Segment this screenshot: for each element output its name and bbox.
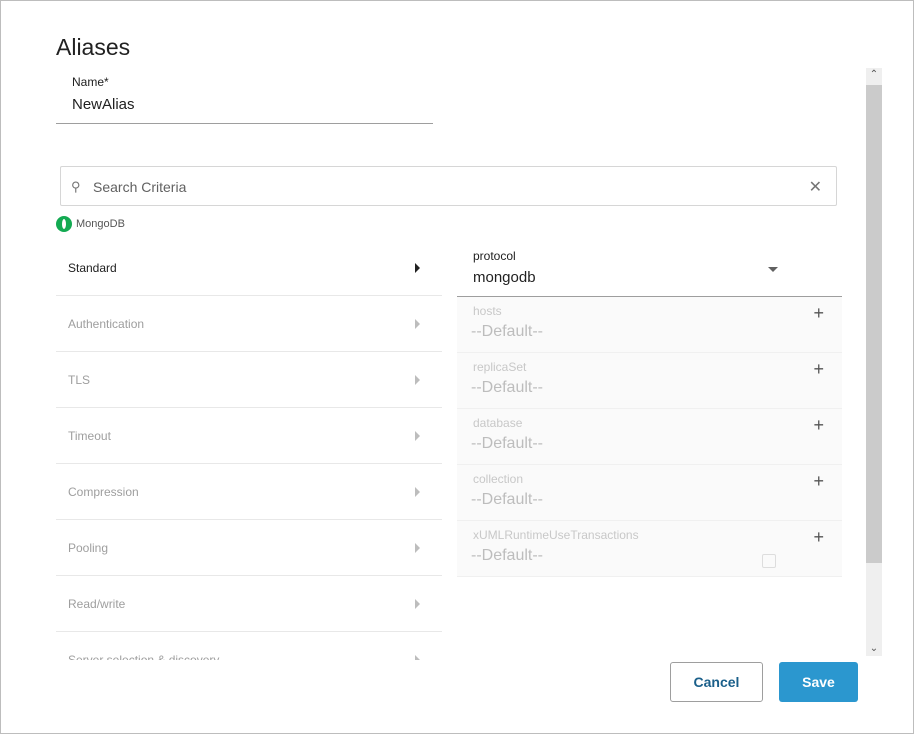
cancel-button[interactable]: Cancel (670, 662, 763, 702)
category-item[interactable]: Server selection & discovery (56, 632, 442, 660)
property-field: xUMLRuntimeUseTransactions --Default-- + (457, 521, 842, 577)
add-icon[interactable]: + (813, 471, 824, 491)
field-value[interactable]: --Default-- (471, 323, 544, 340)
chevron-right-icon (415, 262, 420, 273)
category-list: Standard Authentication TLS Timeout Compress… (56, 240, 442, 660)
property-field: database --Default-- + (457, 409, 842, 465)
name-label: Name* (72, 75, 109, 89)
property-field: replicaSet --Default-- + (457, 353, 842, 409)
chevron-right-icon (415, 598, 420, 609)
add-icon[interactable]: + (813, 415, 824, 435)
category-item[interactable]: Read/write (56, 576, 442, 632)
field-label: database (473, 416, 523, 430)
chevron-right-icon (415, 542, 420, 553)
category-item[interactable]: TLS (56, 352, 442, 408)
category-label: TLS (68, 372, 91, 387)
add-icon[interactable]: + (813, 359, 824, 379)
field-value[interactable]: --Default-- (471, 547, 544, 564)
search-icon: ⚲ (71, 179, 81, 194)
source-label: MongoDB (56, 216, 125, 232)
category-label: Server selection & discovery (68, 652, 220, 661)
field-value[interactable]: --Default-- (471, 491, 544, 508)
field-value[interactable]: --Default-- (471, 435, 544, 452)
category-label: Compression (68, 484, 139, 499)
field-value[interactable]: --Default-- (471, 379, 544, 396)
scroll-up-icon[interactable]: ⌃ (869, 69, 879, 80)
category-label: Timeout (68, 428, 111, 443)
category-item[interactable]: Authentication (56, 296, 442, 352)
field-label: replicaSet (473, 360, 527, 374)
add-icon[interactable]: + (813, 527, 824, 547)
scrollbar[interactable]: ⌃ ⌄ (866, 68, 882, 656)
field-label: collection (473, 472, 524, 486)
category-label: Pooling (68, 540, 109, 555)
category-item[interactable]: Timeout (56, 408, 442, 464)
scroll-down-icon[interactable]: ⌄ (869, 643, 879, 654)
field-label: hosts (473, 304, 502, 318)
chevron-right-icon (415, 374, 420, 385)
category-item[interactable]: Pooling (56, 520, 442, 576)
property-panel: protocol mongodb hosts --Default-- + replic… (457, 240, 842, 577)
source-name: MongoDB (76, 218, 125, 230)
scrollbar-thumb[interactable] (866, 85, 882, 563)
name-input[interactable]: NewAlias (72, 96, 135, 113)
category-label: Standard (68, 260, 117, 275)
protocol-select[interactable]: protocol mongodb (457, 240, 842, 297)
dialog-title: Aliases (56, 34, 131, 60)
category-item[interactable]: Compression (56, 464, 442, 520)
chevron-right-icon (415, 486, 420, 497)
save-button[interactable]: Save (779, 662, 858, 702)
scroll-content: ⚲ Search Criteria ✕ MongoDB Standard Auth… (0, 140, 866, 660)
category-item[interactable]: Standard (56, 240, 442, 296)
category-label: Read/write (68, 596, 126, 611)
property-field: collection --Default-- + (457, 465, 842, 521)
chevron-right-icon (415, 318, 420, 329)
field-label: xUMLRuntimeUseTransactions (473, 528, 639, 542)
property-field: hosts --Default-- + (457, 297, 842, 353)
protocol-value: mongodb (473, 269, 536, 286)
checkbox[interactable] (762, 554, 776, 568)
search-input[interactable]: ⚲ Search Criteria ✕ (60, 166, 837, 206)
name-underline (56, 123, 433, 124)
category-label: Authentication (68, 316, 145, 331)
search-placeholder: Search Criteria (93, 179, 187, 195)
chevron-right-icon (415, 654, 420, 660)
clear-icon[interactable]: ✕ (808, 179, 822, 196)
mongodb-logo-icon (56, 216, 72, 232)
add-icon[interactable]: + (813, 303, 824, 323)
protocol-label: protocol (473, 249, 516, 263)
dropdown-arrow-icon[interactable] (768, 267, 778, 272)
chevron-right-icon (415, 430, 420, 441)
